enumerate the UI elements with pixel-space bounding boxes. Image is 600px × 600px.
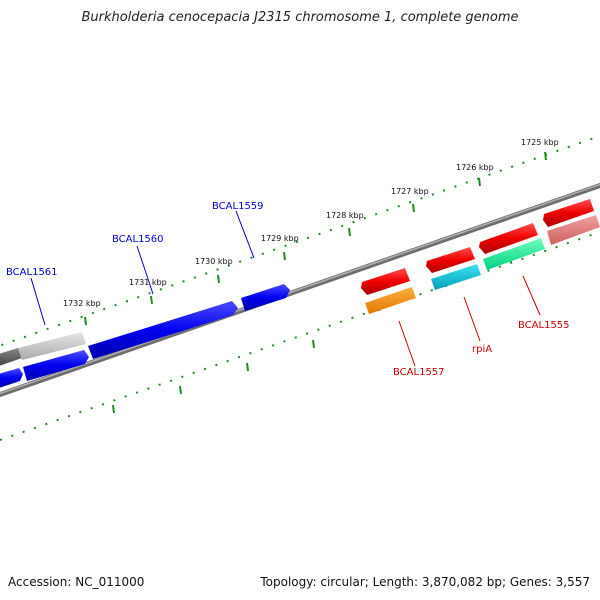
kbp-label: 1728 kbp (326, 211, 364, 220)
gene-arrow[interactable] (426, 247, 475, 273)
gene-arrow[interactable] (18, 332, 86, 360)
gene-arrow[interactable] (479, 223, 538, 254)
gene-label-bcal1555[interactable]: BCAL1555 (518, 320, 570, 331)
gene-arrow[interactable] (241, 284, 290, 311)
kbp-label: 1731 kbp (129, 278, 167, 287)
gene-arrow[interactable] (365, 287, 416, 314)
gene-label-bcal1561[interactable]: BCAL1561 (6, 267, 58, 278)
gene-arrow[interactable] (543, 199, 594, 227)
gene-label-bcal1560[interactable]: BCAL1560 (112, 234, 164, 245)
kbp-label: 1726 kbp (456, 163, 494, 172)
kbp-label: 1725 kbp (521, 138, 559, 147)
kbp-label: 1730 kbp (195, 257, 233, 266)
gene-labels: BCAL1561 BCAL1560 BCAL1559 BCAL1557 rpiA… (6, 201, 570, 378)
kbp-label: 1727 kbp (391, 187, 429, 196)
kbp-label: 1732 kbp (63, 299, 101, 308)
inner-dot-track (0, 231, 600, 441)
label-leaders (30, 210, 541, 367)
gene-arrow[interactable] (23, 350, 89, 381)
accession-text: Accession: NC_011000 (8, 575, 145, 589)
forward-genes (0, 284, 290, 366)
gene-arrow[interactable] (483, 238, 545, 270)
kbp-label: 1729 kbp (261, 234, 299, 243)
gene-arrow[interactable] (361, 268, 410, 295)
gene-label-rpia[interactable]: rpiA (472, 344, 492, 355)
gene-label-bcal1559[interactable]: BCAL1559 (212, 201, 264, 212)
reverse-genes (361, 199, 600, 314)
gene-arrow[interactable] (88, 301, 238, 359)
gene-arrow[interactable] (431, 264, 481, 290)
outer-major-ticks (84, 151, 547, 326)
summary-text: Topology: circular; Length: 3,870,082 bp… (260, 575, 590, 589)
gene-arrow[interactable] (0, 348, 22, 366)
gene-arrow[interactable] (0, 368, 23, 388)
mid-genes (0, 350, 89, 388)
gene-arrow[interactable] (547, 215, 600, 245)
chromosome-backbone (0, 182, 600, 398)
gene-label-bcal1557[interactable]: BCAL1557 (393, 367, 445, 378)
kbp-labels: 1725 kbp 1726 kbp 1727 kbp 1728 kbp 1729… (63, 138, 559, 308)
map-title: Burkholderia cenocepacia J2315 chromosom… (81, 10, 519, 25)
